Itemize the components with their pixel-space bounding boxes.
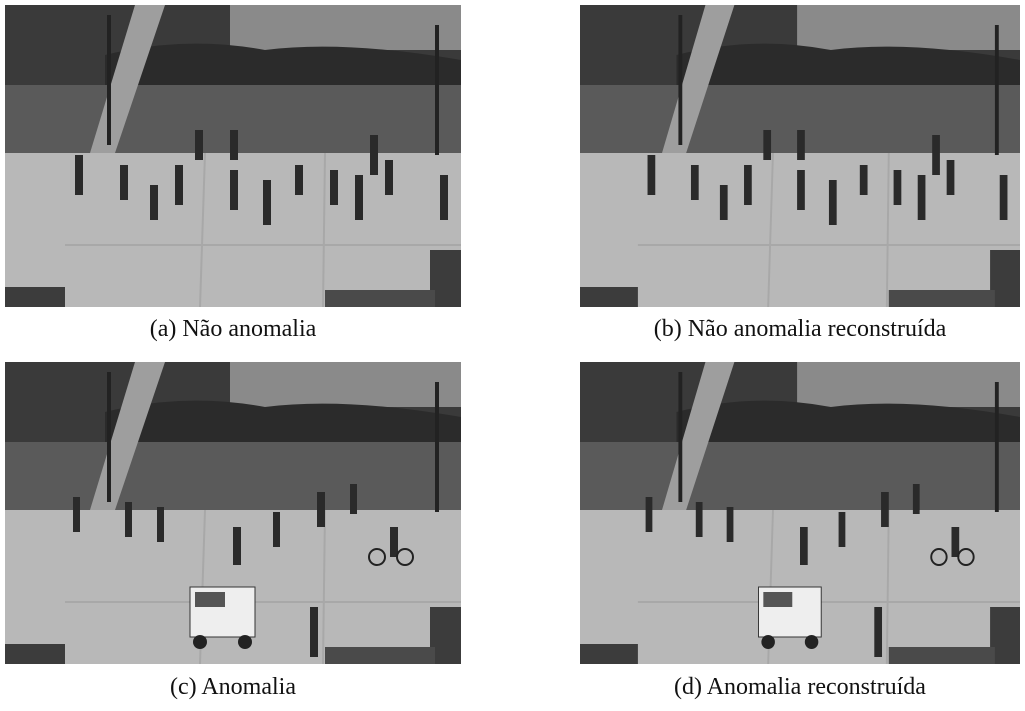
figure: (a) Não anomalia (b) Não anomalia recons… [0,0,1025,711]
caption: (d) Anomalia reconstruída [550,674,1025,701]
caption: (c) Anomalia [0,674,483,701]
caption: (b) Não anomalia reconstruída [550,316,1025,343]
caption: (a) Não anomalia [0,316,483,343]
image-c [5,362,461,664]
image-a [5,5,461,307]
image-d [580,362,1020,664]
image-b [580,5,1020,307]
